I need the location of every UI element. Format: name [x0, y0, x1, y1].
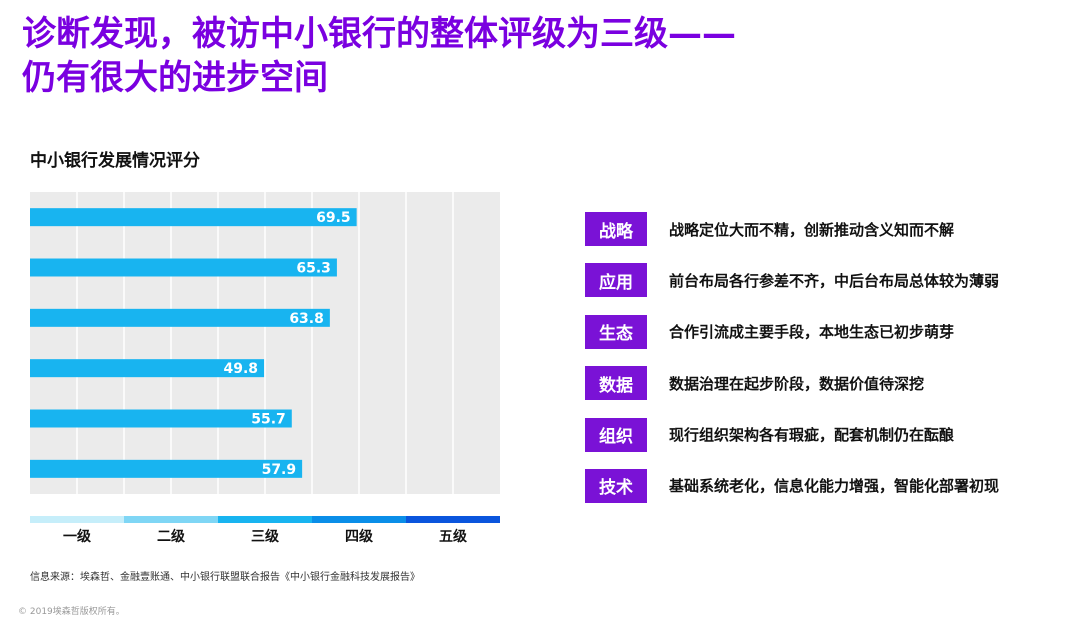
page-title-line-1: 诊断发现，被访中小银行的整体评级为三级—— [22, 14, 736, 54]
chart-title: 中小银行发展情况评分 [30, 151, 200, 171]
finding-row-strategy: 战略 战略定位大而不精，创新推动含义知而不解 [585, 211, 1065, 247]
finding-text: 基础系统老化，信息化能力增强，智能化部署初现 [669, 477, 1000, 496]
scale-segment-2 [124, 516, 218, 523]
finding-text: 合作引流成主要手段，本地生态已初步萌芽 [669, 323, 955, 342]
scale-segment-5 [406, 516, 500, 523]
bar-value-label: 55.7 [251, 412, 286, 428]
scale-label: 三级 [251, 528, 280, 545]
scale-segment-1 [30, 516, 124, 523]
bar-6 [30, 459, 303, 478]
bar-2 [30, 258, 337, 277]
finding-row-technology: 技术 基础系统老化，信息化能力增强，智能化部署初现 [585, 468, 1065, 504]
finding-tag: 生态 [585, 314, 647, 349]
bar-1 [30, 208, 357, 227]
bar-4 [30, 359, 265, 378]
copyright-note: © 2019埃森哲版权所有。 [18, 607, 125, 617]
bar-value-label: 63.8 [289, 311, 324, 327]
finding-row-application: 应用 前台布局各行参差不齐，中后台布局总体较为薄弱 [585, 262, 1065, 298]
finding-tag: 战略 [585, 212, 647, 246]
page-title: 诊断发现，被访中小银行的整体评级为三级—— 仍有很大的进步空间 [22, 12, 736, 100]
finding-text: 现行组织架构各有瑕疵，配套机制仍在酝酿 [669, 426, 955, 445]
scale-label: 一级 [63, 528, 92, 545]
finding-text: 数据治理在起步阶段，数据价值待深挖 [669, 374, 925, 393]
bar-value-label: 69.5 [316, 210, 351, 226]
page-title-line-2: 仍有很大的进步空间 [22, 58, 328, 98]
scale-segment-4 [312, 516, 406, 523]
findings-list: 战略 战略定位大而不精，创新推动含义知而不解 应用 前台布局各行参差不齐，中后台… [585, 211, 1065, 519]
bar-value-label: 57.9 [262, 462, 297, 478]
finding-text: 前台布局各行参差不齐，中后台布局总体较为薄弱 [669, 271, 1000, 290]
scale-label: 四级 [345, 528, 374, 545]
bar-5 [30, 409, 292, 428]
bar-value-label: 49.8 [224, 361, 259, 377]
bar-value-label: 65.3 [296, 261, 331, 277]
finding-row-organization: 组织 现行组织架构各有瑕疵，配套机制仍在酝酿 [585, 417, 1065, 453]
finding-text: 战略定位大而不精，创新推动含义知而不解 [669, 220, 955, 239]
finding-tag: 组织 [585, 417, 647, 452]
finding-row-data: 数据 数据治理在起步阶段，数据价值待深挖 [585, 365, 1065, 401]
finding-row-ecosystem: 生态 合作引流成主要手段，本地生态已初步萌芽 [585, 314, 1065, 350]
scale-segment-3 [218, 516, 312, 523]
finding-tag: 应用 [585, 263, 647, 298]
source-note: 信息来源：埃森哲、金融壹账通、中小银行联盟联合报告《中小银行金融科技发展报告》 [30, 572, 420, 583]
finding-tag: 数据 [585, 366, 647, 401]
scale-label: 五级 [439, 528, 468, 545]
bar-3 [30, 308, 330, 327]
finding-tag: 技术 [585, 468, 647, 503]
scale-label: 二级 [157, 528, 186, 545]
